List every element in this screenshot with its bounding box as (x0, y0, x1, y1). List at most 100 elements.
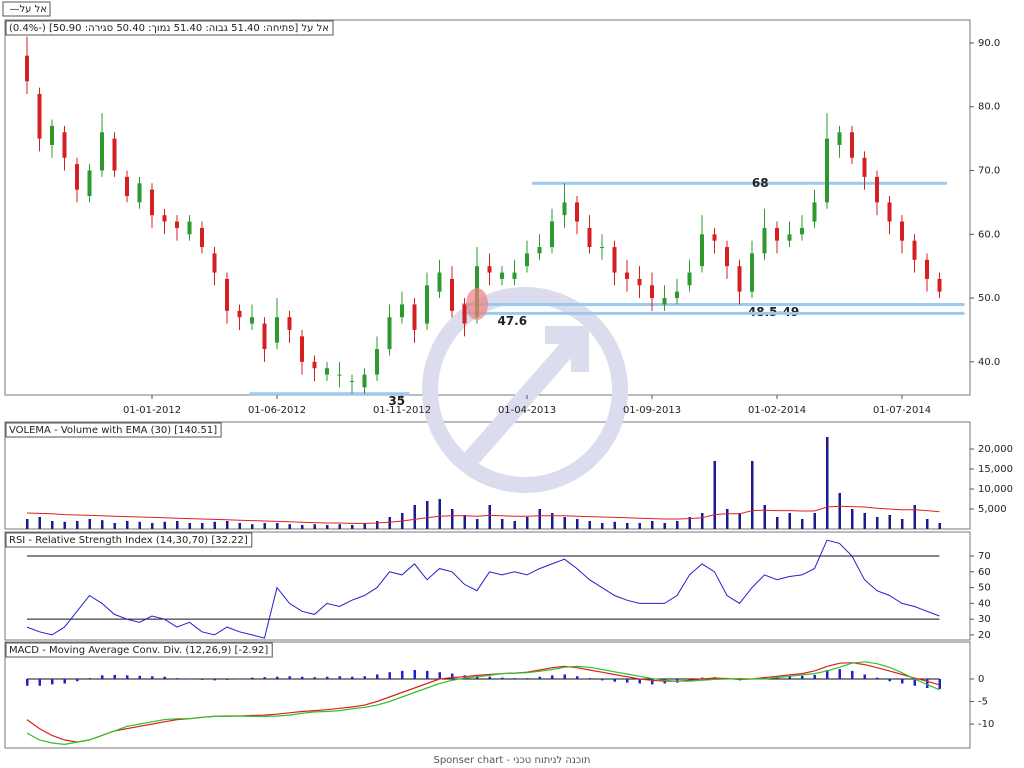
x-tick-label: 01-01-2012 (123, 405, 181, 416)
volume-bar (88, 519, 91, 529)
candle-body (662, 298, 667, 305)
level-label: 35 (388, 394, 405, 408)
candle-body (200, 227, 204, 248)
macd-histogram-bar (551, 675, 554, 679)
rsi-panel (4, 531, 971, 641)
volume-bar (313, 524, 316, 529)
macd-histogram-bar (151, 676, 154, 679)
candle-body (425, 285, 429, 324)
volume-bar (101, 520, 104, 529)
volume-bar (576, 519, 579, 529)
y-tick-label: -5 (978, 697, 988, 708)
macd-histogram-bar (901, 678, 904, 684)
candle-body (650, 285, 654, 299)
volume-bar (251, 524, 254, 529)
macd-histogram-bar (576, 676, 579, 679)
candle-body (687, 272, 692, 286)
volume-bar (888, 515, 891, 529)
candle-body (862, 157, 867, 177)
y-tick-label: 40 (978, 598, 991, 609)
macd-histogram-bar (188, 678, 191, 680)
volume-bar (113, 523, 116, 529)
macd-histogram-bar (601, 678, 604, 681)
y-tick-label: 50.0 (978, 293, 1000, 304)
macd-histogram-bar (476, 676, 479, 679)
candle-body (525, 253, 529, 267)
volume-bar (63, 521, 66, 529)
volume-bar (263, 523, 266, 529)
volume-bar (188, 523, 191, 529)
volume-bar (826, 437, 829, 529)
macd-histogram-bar (76, 678, 79, 682)
volume-bar (363, 523, 366, 529)
x-tick-label: 01-11-2012 (373, 405, 431, 416)
macd-histogram-bar (888, 678, 891, 682)
x-tick-label: 01-07-2014 (873, 405, 931, 416)
candle-body (75, 164, 79, 190)
candle-body (212, 253, 217, 273)
macd-histogram-bar (876, 677, 879, 679)
volume-bar (438, 499, 441, 529)
candle-body (912, 240, 917, 260)
x-tick-label: 01-06-2012 (248, 405, 306, 416)
candle-body (600, 247, 604, 249)
macd-histogram-bar (588, 678, 591, 679)
volume-bar (501, 519, 504, 529)
candle-body (562, 202, 567, 216)
y-tick-label: 10,000 (978, 484, 1013, 495)
candle-body (937, 278, 942, 292)
macd-histogram-bar (938, 678, 941, 689)
volume-bar (601, 523, 604, 529)
signal-line (26, 661, 940, 746)
y-tick-label: 80.0 (978, 102, 1000, 113)
candle-body (737, 266, 742, 292)
macd-histogram-bar (926, 678, 929, 689)
macd-histogram-bar (413, 669, 416, 679)
candle-body (925, 259, 929, 279)
y-tick-label: 15,000 (978, 464, 1013, 475)
volume-bar (863, 513, 866, 529)
candle-body (287, 317, 292, 330)
volume-bar (151, 523, 154, 529)
volume-bar (751, 461, 754, 529)
candle-body (150, 189, 154, 216)
panel-title-box (5, 532, 253, 548)
macd-line (26, 662, 940, 743)
volume-bar (338, 524, 341, 529)
macd-histogram-bar (626, 678, 629, 683)
candle-body (850, 132, 854, 158)
volume-bar (176, 521, 179, 529)
y-tick-label: 90.0 (978, 38, 1000, 49)
level-label: 68 (752, 176, 769, 190)
highlight-marker (466, 288, 488, 320)
x-tick-label: 01-02-2014 (748, 405, 806, 416)
candle-body (237, 310, 242, 318)
volume-bar (663, 523, 666, 529)
macd-histogram-bar (326, 676, 329, 679)
volume-bar (676, 521, 679, 529)
candle-body (312, 361, 317, 369)
volume-bar (563, 517, 566, 529)
candle-body (137, 183, 142, 203)
candle-body (825, 138, 829, 203)
candle-body (437, 272, 442, 292)
macd-histogram-bar (238, 678, 241, 680)
macd-histogram-bar (251, 677, 254, 679)
candle-body (250, 317, 254, 324)
macd-histogram-bar (313, 677, 316, 679)
volume-bar (488, 505, 491, 529)
x-tick-label: 01-04-2013 (498, 405, 556, 416)
candle-body (875, 176, 879, 203)
volume-bar (376, 521, 379, 529)
volume-bar (926, 519, 929, 529)
y-tick-label: 30 (978, 614, 991, 625)
macd-histogram-bar (401, 670, 404, 679)
macd-histogram-bar (688, 678, 691, 681)
volume-bar (51, 521, 54, 529)
candle-body (587, 227, 592, 248)
candle-body (512, 272, 517, 279)
candle-body (412, 304, 417, 330)
volume-bar (476, 519, 479, 529)
footer: Sponser chart - תוכנה לניתוח טכני (433, 755, 590, 766)
volume-bar (213, 521, 216, 529)
